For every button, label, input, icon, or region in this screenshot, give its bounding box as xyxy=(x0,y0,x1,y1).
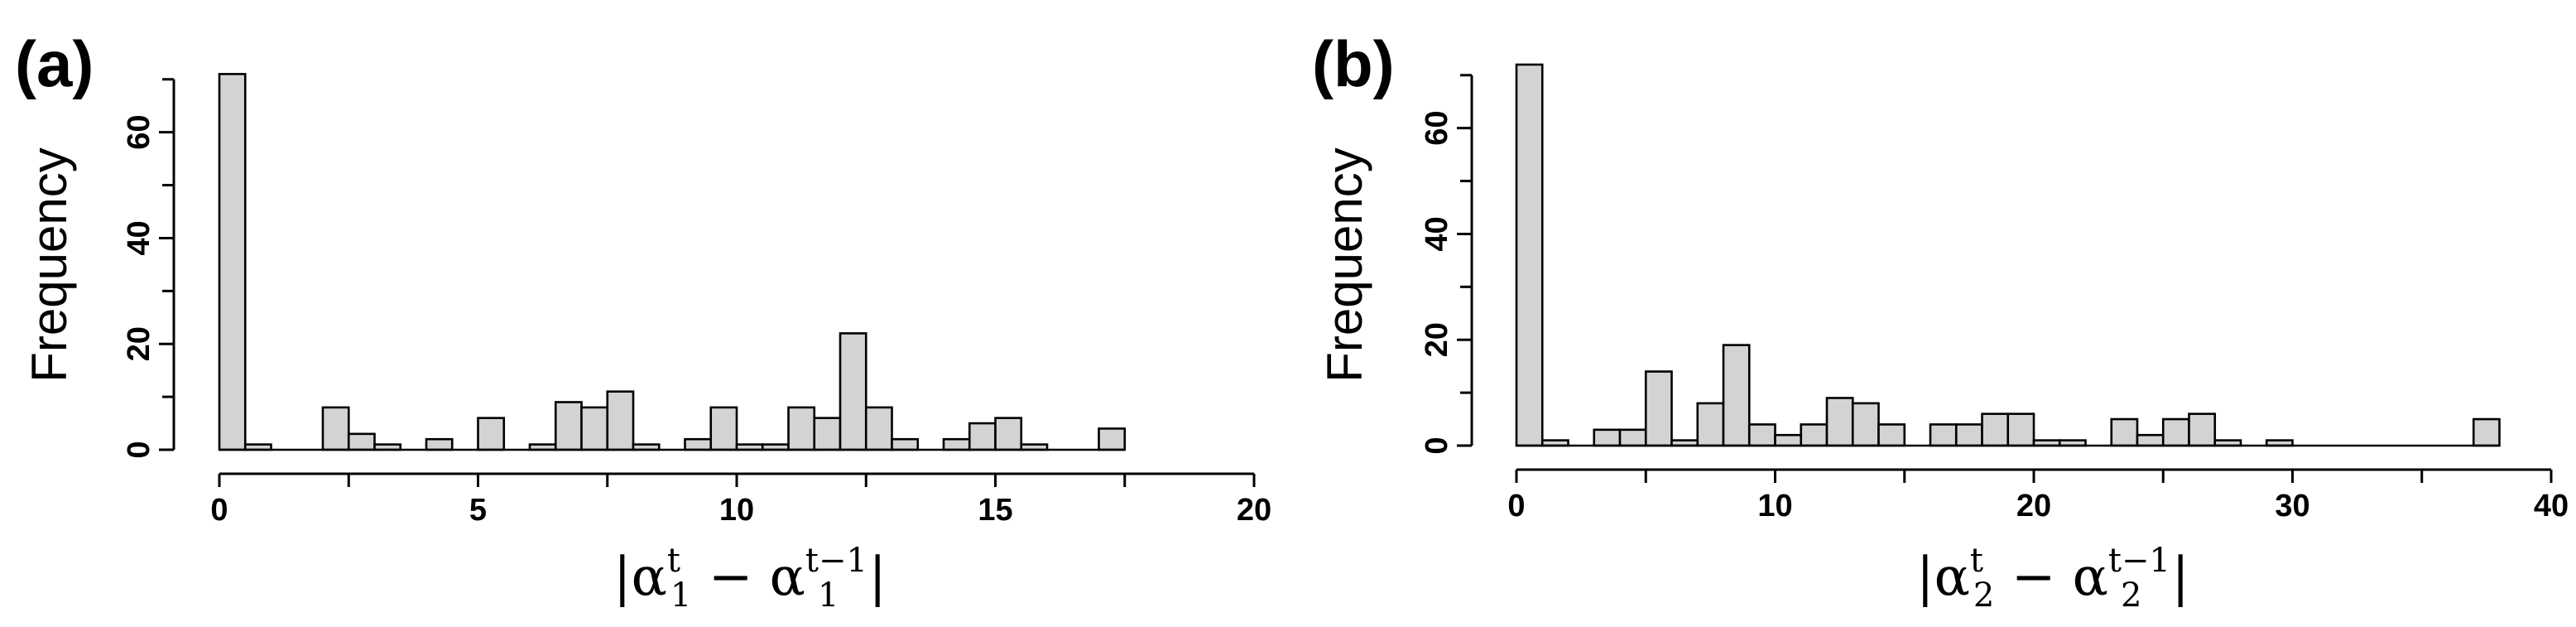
histogram-bar-a-15 xyxy=(606,390,635,451)
x-tick-label-b-2: 20 xyxy=(2016,489,2051,523)
y-tick-label-b-2: 40 xyxy=(1420,216,1454,251)
histogram-bar-a-14 xyxy=(580,406,609,451)
histogram-bar-b-12 xyxy=(1825,397,1854,447)
histogram-bar-a-34 xyxy=(1098,427,1127,451)
histogram-panel-b: (b) Frequency 0 20 40 60 0 10 20 30 40 |αt 2 − α… xyxy=(1312,27,2569,615)
histogram-bar-b-8 xyxy=(1722,344,1751,447)
histogram-bar-b-13 xyxy=(1851,402,1880,447)
y-tick-label-b-0: 0 xyxy=(1420,436,1454,454)
histogram-bar-b-25 xyxy=(2161,417,2190,447)
histogram-bar-a-8 xyxy=(425,437,454,451)
histogram-bar-b-24 xyxy=(2136,433,2165,447)
histogram-bar-a-10 xyxy=(477,417,506,451)
x-axis-b: 0 10 20 30 40 xyxy=(1507,468,2569,523)
y-axis-b: 0 20 40 60 xyxy=(1420,74,1473,455)
bars-b xyxy=(1515,63,2501,447)
y-axis-a: 0 20 40 60 xyxy=(122,78,175,459)
histogram-bar-b-5 xyxy=(1644,370,1673,447)
bars-a xyxy=(218,73,1127,451)
x-axis-title-b: |αt 2 − αt−1 2 | xyxy=(1916,542,2189,615)
y-tick-label-a-0: 0 xyxy=(122,441,156,458)
x-tick-label-a-3: 15 xyxy=(978,493,1012,528)
x-axis-title-a: |αt 1 − αt−1 1 | xyxy=(613,542,887,615)
histogram-bar-a-4 xyxy=(321,406,350,451)
histogram-bar-a-18 xyxy=(684,437,713,451)
histogram-bar-a-23 xyxy=(813,417,842,451)
histogram-bar-b-16 xyxy=(1929,423,1958,447)
y-tick-label-a-3: 60 xyxy=(122,115,156,150)
histogram-bar-b-17 xyxy=(1954,423,1983,447)
histogram-bar-a-13 xyxy=(554,401,583,451)
histogram-bar-b-10 xyxy=(1774,433,1803,447)
x-tick-label-b-0: 0 xyxy=(1507,489,1525,523)
histogram-bar-b-0 xyxy=(1515,63,1544,447)
x-tick-label-b-1: 10 xyxy=(1757,489,1792,523)
y-tick-label-b-3: 60 xyxy=(1420,111,1454,146)
x-tick-label-a-2: 10 xyxy=(719,493,754,528)
histogram-bar-b-11 xyxy=(1800,423,1829,447)
histogram-bar-a-30 xyxy=(994,417,1023,451)
histogram-bar-a-29 xyxy=(968,422,997,451)
x-tick-label-b-3: 30 xyxy=(2275,489,2309,523)
histogram-bar-a-24 xyxy=(839,332,867,451)
histogram-bar-b-3 xyxy=(1593,428,1622,447)
histogram-bar-a-19 xyxy=(709,406,738,451)
x-tick-label-a-0: 0 xyxy=(210,493,228,528)
y-axis-title-a: Frequency xyxy=(22,147,77,382)
histogram-bar-a-28 xyxy=(942,437,971,451)
x-tick-label-b-4: 40 xyxy=(2534,489,2569,523)
histogram-bar-a-5 xyxy=(347,432,376,451)
histogram-bar-b-23 xyxy=(2110,417,2139,447)
histogram-bar-b-37 xyxy=(2472,417,2501,447)
histogram-bar-b-7 xyxy=(1696,402,1725,447)
x-tick-label-a-4: 20 xyxy=(1237,493,1271,528)
histogram-bar-a-22 xyxy=(787,406,816,451)
panel-label-b: (b) xyxy=(1312,27,1395,100)
y-tick-label-a-2: 40 xyxy=(122,220,156,255)
histogram-bar-a-26 xyxy=(891,437,920,451)
histogram-bar-b-19 xyxy=(2006,412,2035,447)
histogram-bar-b-9 xyxy=(1747,423,1776,447)
x-tick-label-a-1: 5 xyxy=(469,493,487,528)
y-tick-label-a-1: 20 xyxy=(122,326,156,361)
histogram-bar-a-25 xyxy=(864,406,893,451)
x-axis-a: 0 5 10 15 20 xyxy=(210,472,1271,528)
histogram-bar-b-26 xyxy=(2188,412,2217,447)
y-tick-label-b-1: 20 xyxy=(1420,322,1454,357)
histogram-bar-b-18 xyxy=(1981,412,2010,447)
panel-label-a: (a) xyxy=(15,27,94,100)
histogram-bar-b-4 xyxy=(1618,428,1647,447)
y-axis-title-b: Frequency xyxy=(1317,147,1372,382)
histogram-bar-b-14 xyxy=(1877,423,1906,447)
histogram-bar-a-0 xyxy=(218,73,247,451)
histogram-panel-a: (a) Frequency 0 20 40 60 0 5 10 15 20 |αt 1 − αt… xyxy=(15,27,1271,615)
